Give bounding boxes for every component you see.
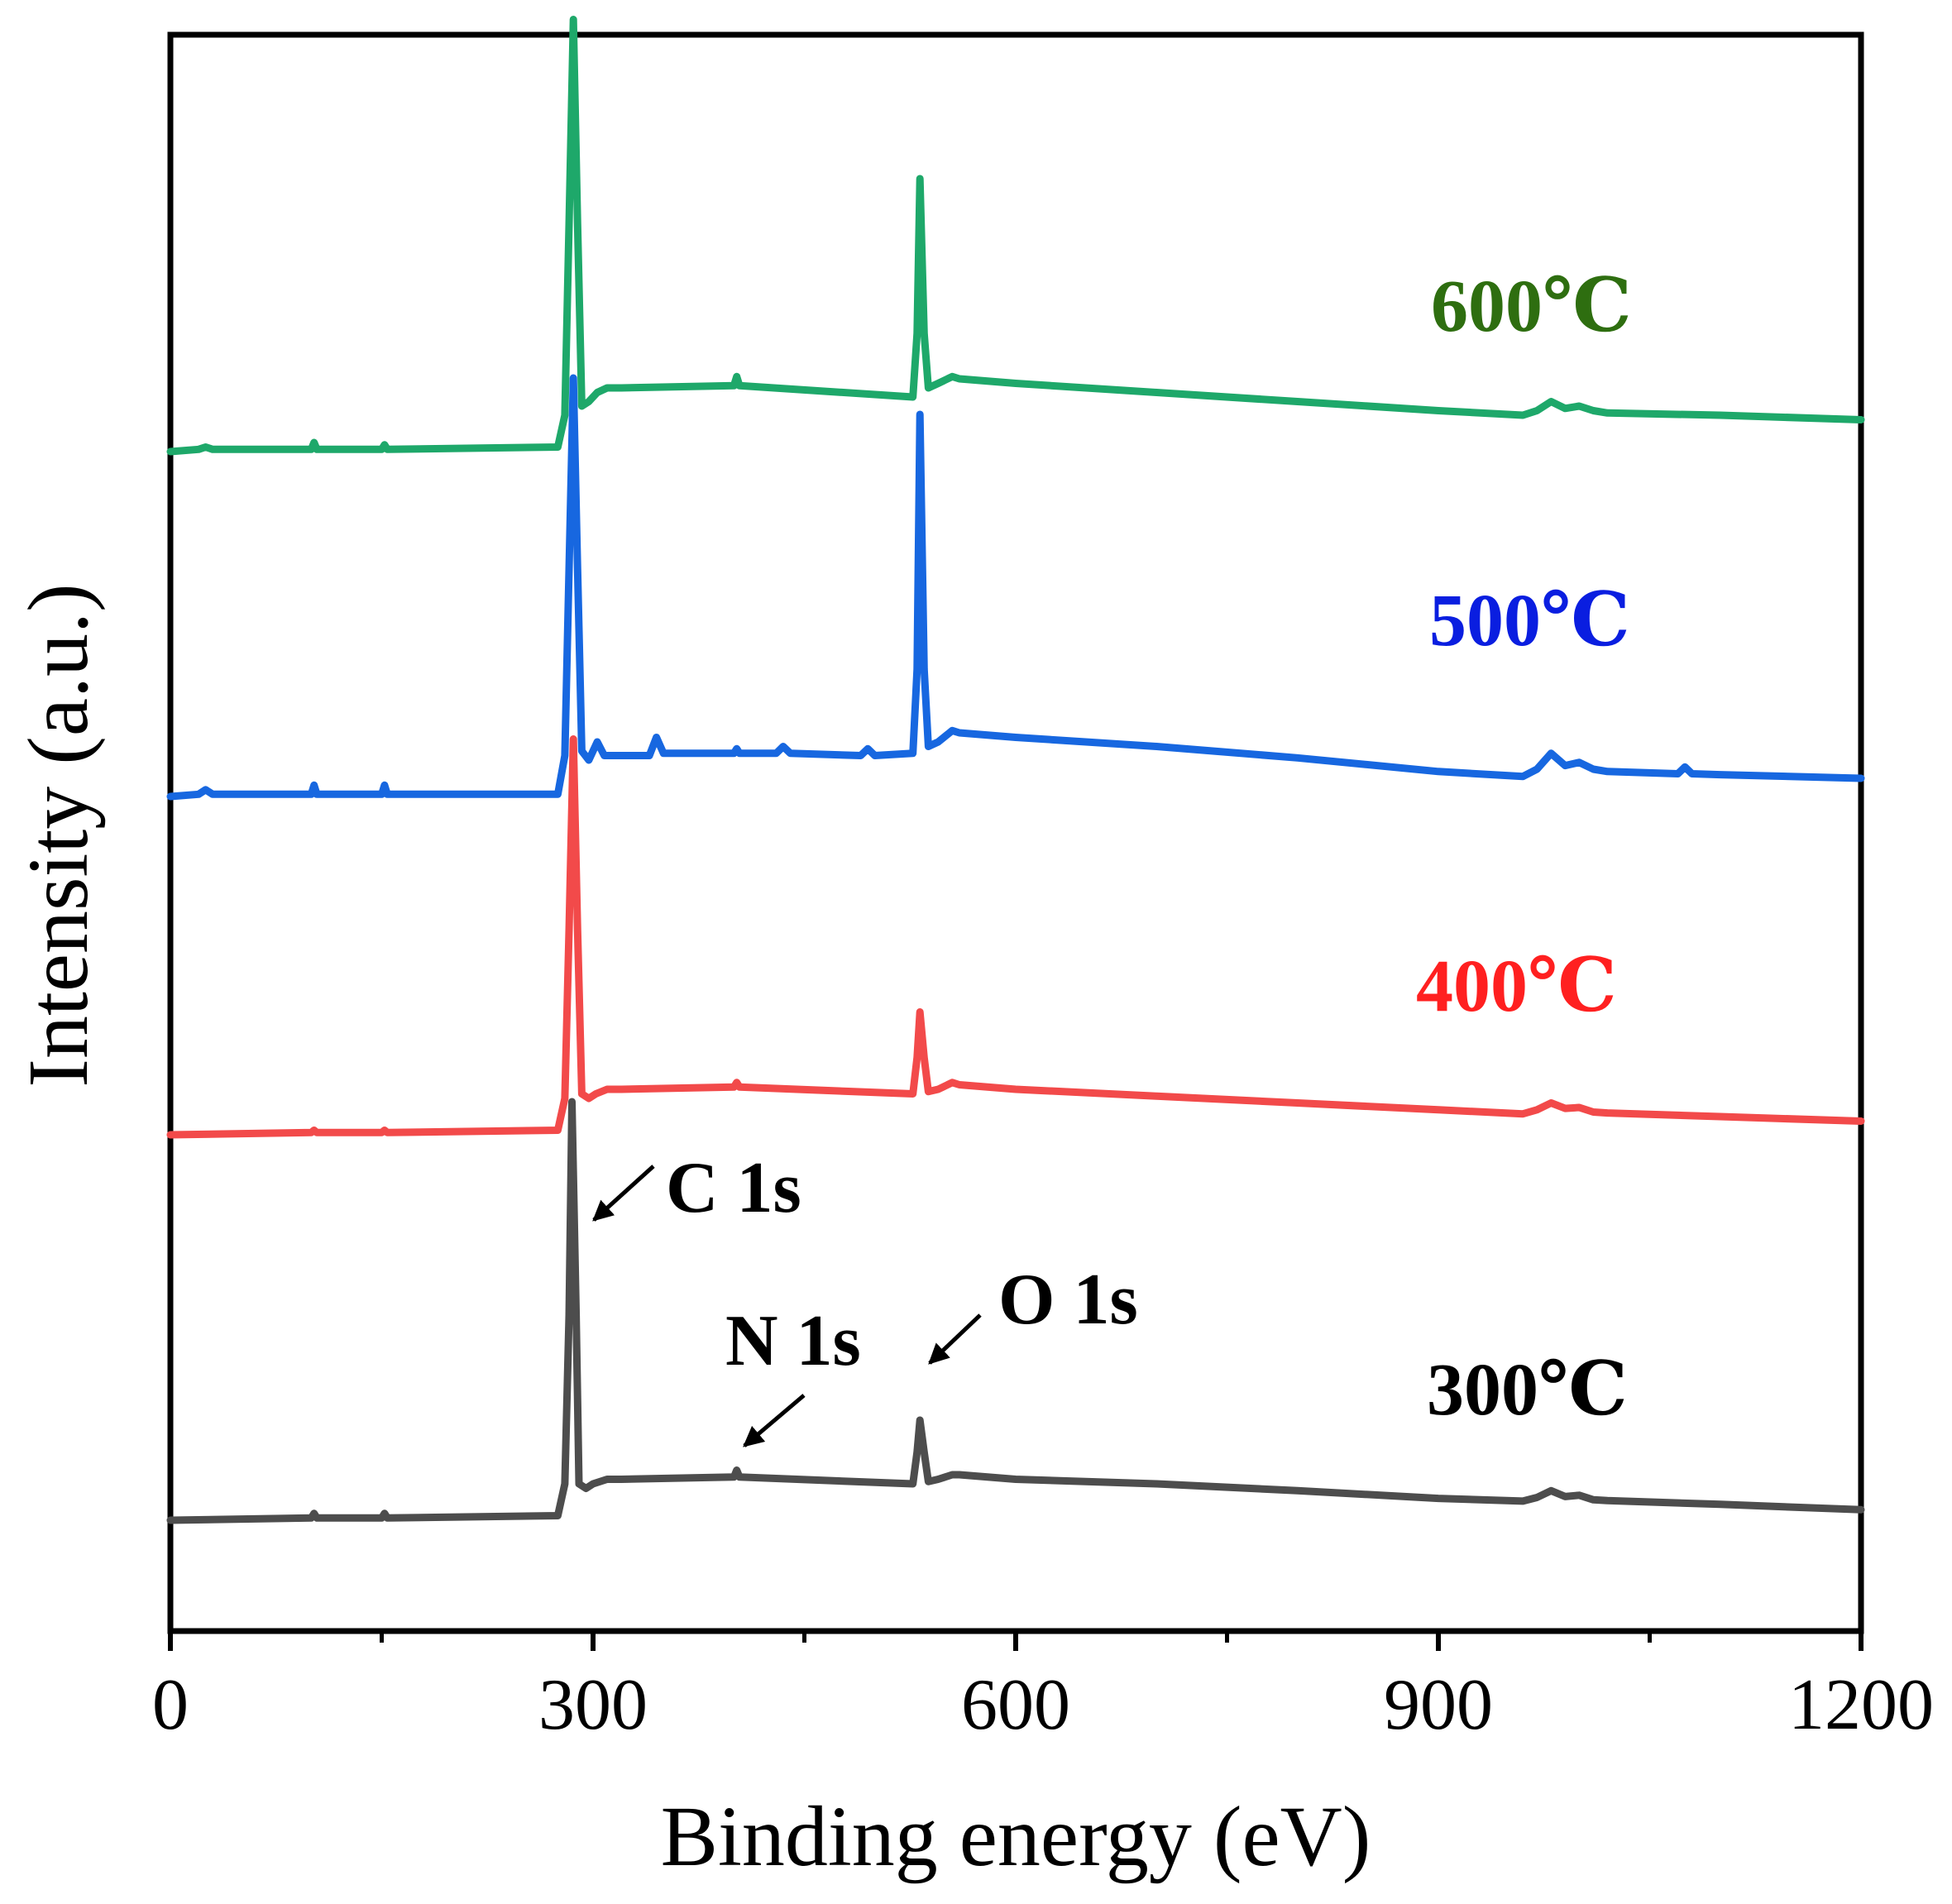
c1s-label: C 1s (666, 1148, 801, 1228)
series-line-600 (166, 16, 1865, 456)
x-tick-label: 900 (1384, 1665, 1493, 1745)
n1s-arrow (743, 1394, 806, 1447)
series-line-400 (166, 735, 1865, 1139)
series-line-300 (166, 1098, 1865, 1524)
x-tick-label: 1200 (1788, 1665, 1934, 1745)
o1s-arrow (928, 1313, 982, 1365)
x-tick-label: 300 (538, 1665, 648, 1745)
x-tick-label: 600 (961, 1665, 1070, 1745)
x-tick-label: 0 (152, 1665, 189, 1745)
o1s-label: O 1s (998, 1260, 1138, 1340)
x-axis-title: Binding energy (eV) (661, 1789, 1371, 1884)
series-label-300: 300℃ (1427, 1349, 1628, 1431)
series-curves (166, 16, 1865, 1524)
series-line-500 (166, 374, 1865, 801)
x-axis-ticks: 0 300 600 900 1200 (152, 1631, 1934, 1745)
peak-annotations: C 1s N 1s O 1s (592, 1148, 1138, 1447)
series-label-400: 400℃ (1416, 945, 1617, 1027)
n1s-label: N 1s (725, 1301, 861, 1381)
y-axis-title: Intensity (a.u.) (11, 583, 106, 1087)
series-label-600: 600℃ (1431, 266, 1632, 347)
c1s-arrow (592, 1165, 655, 1222)
series-label-500: 500℃ (1429, 580, 1630, 662)
series-labels: 300℃ 400℃ 500℃ 600℃ (1416, 266, 1632, 1431)
